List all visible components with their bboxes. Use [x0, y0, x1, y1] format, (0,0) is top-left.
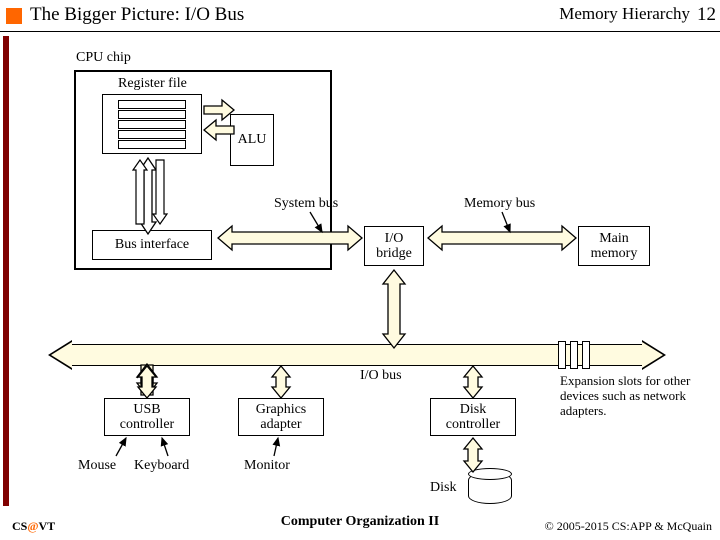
slide-footer: CS@VT Computer Organization II © 2005-20…	[0, 514, 720, 536]
disk-label: Disk	[430, 480, 456, 496]
graphics-adapter-box: Graphics adapter	[238, 398, 324, 436]
alu-box: ALU	[230, 114, 274, 166]
disk-controller-box: Disk controller	[430, 398, 516, 436]
io-bus-head-left	[51, 342, 72, 368]
register-file-label: Register file	[118, 76, 187, 92]
page-number: 12	[697, 4, 716, 26]
slide-subtitle: Memory Hierarchy	[559, 4, 690, 24]
expansion-slot	[558, 341, 566, 369]
register-row	[118, 120, 186, 129]
memory-bus-label: Memory bus	[464, 196, 535, 212]
main-memory-box: Main memory	[578, 226, 650, 266]
bus-interface-box: Bus interface	[92, 230, 212, 260]
footer-right: © 2005-2015 CS:APP & McQuain	[545, 519, 712, 534]
header-bullet	[6, 8, 22, 24]
io-bus-label: I/O bus	[360, 368, 402, 384]
monitor-label: Monitor	[244, 458, 290, 474]
keyboard-label: Keyboard	[134, 458, 189, 474]
register-row	[118, 130, 186, 139]
usb-controller-box: USB controller	[104, 398, 190, 436]
register-row	[118, 140, 186, 149]
register-row	[118, 110, 186, 119]
slide-title: The Bigger Picture: I/O Bus	[30, 4, 244, 26]
io-bus-head-right	[642, 342, 663, 368]
io-bus-bar	[72, 344, 642, 366]
expansion-slot	[570, 341, 578, 369]
mouse-label: Mouse	[78, 458, 116, 474]
disk-icon-top	[468, 468, 512, 480]
expansion-slot	[582, 341, 590, 369]
cpu-chip-label: CPU chip	[76, 50, 131, 66]
io-bus-diagram: CPU chip Register file ALU Bus interface…	[12, 36, 712, 506]
slide-header: The Bigger Picture: I/O Bus Memory Hiera…	[0, 4, 720, 32]
register-row	[118, 100, 186, 109]
left-accent-bar	[3, 36, 9, 506]
expansion-label: Expansion slots for other devices such a…	[560, 374, 710, 419]
system-bus-label: System bus	[274, 196, 338, 212]
io-bridge-box: I/O bridge	[364, 226, 424, 266]
